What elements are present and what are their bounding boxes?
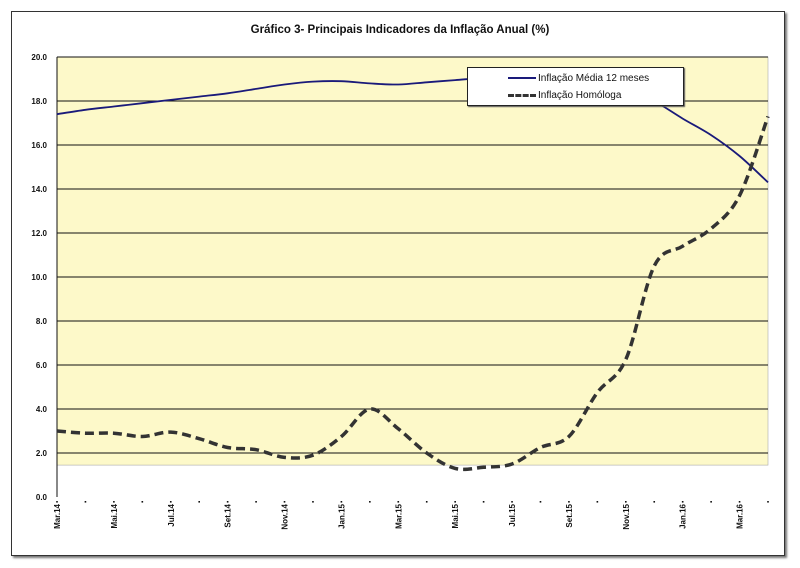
x-tick-label: Nov.14 <box>281 503 290 529</box>
series-line-1 <box>56 115 770 472</box>
x-tick-mark <box>198 501 200 503</box>
y-tick-label: 4.0 <box>36 405 48 414</box>
x-tick-mark <box>425 501 428 503</box>
x-tick-mark <box>653 501 656 503</box>
x-tick-mark <box>283 501 286 503</box>
plot-area <box>56 56 769 466</box>
y-tick-label: 0.0 <box>36 493 48 502</box>
x-tick-label: Jan.15 <box>337 503 346 528</box>
legend-item-media: Inflação Média 12 meses <box>508 71 649 85</box>
y-tick-label: 6.0 <box>36 361 48 370</box>
legend: Inflação Média 12 meses Inflação Homólog… <box>467 67 684 106</box>
y-tick-label: 14.0 <box>31 185 47 194</box>
x-tick-label: Jul.15 <box>508 503 517 526</box>
x-tick-mark <box>312 501 314 503</box>
x-tick-mark <box>255 501 257 503</box>
y-tick-label: 12.0 <box>31 229 47 238</box>
x-tick-mark <box>539 501 542 503</box>
x-tick-label: Set.14 <box>224 503 233 527</box>
x-tick-mark <box>511 501 513 503</box>
y-tick-label: 2.0 <box>36 449 48 458</box>
x-tick-mark <box>482 501 485 503</box>
legend-item-homologa: Inflação Homóloga <box>508 88 621 102</box>
x-tick-mark <box>369 501 371 503</box>
y-tick-label: 8.0 <box>36 317 48 326</box>
x-tick-label: Mar.14 <box>53 503 62 528</box>
x-tick-mark <box>738 501 741 503</box>
x-tick-label: Set.15 <box>565 503 574 527</box>
x-tick-label: Mai.15 <box>451 503 460 528</box>
x-tick-label: Mar.15 <box>394 503 403 528</box>
x-tick-label: Mai.14 <box>110 503 119 528</box>
legend-swatch-dashed <box>508 93 536 97</box>
x-tick-mark <box>397 501 400 503</box>
x-tick-mark <box>56 501 58 503</box>
x-tick-mark <box>340 501 343 503</box>
chart-title: Gráfico 3- Principais Indicadores da Inf… <box>250 24 550 36</box>
x-tick-mark <box>596 501 599 503</box>
y-tick-label: 18.0 <box>31 97 47 106</box>
x-tick-mark <box>710 501 712 503</box>
x-tick-label: Nov.15 <box>622 503 631 529</box>
x-tick-mark <box>169 501 172 503</box>
x-tick-mark <box>625 501 627 503</box>
legend-label: Inflação Homóloga <box>538 89 622 101</box>
x-tick-label: Jul.14 <box>167 503 176 526</box>
x-tick-mark <box>141 501 144 503</box>
x-tick-mark <box>454 501 456 503</box>
legend-label: Inflação Média 12 meses <box>538 72 650 84</box>
y-tick-label: 16.0 <box>31 141 47 150</box>
x-tick-mark <box>568 501 570 503</box>
x-tick-mark <box>226 501 229 503</box>
x-tick-mark <box>113 501 115 503</box>
x-tick-mark <box>681 501 684 503</box>
x-tick-mark <box>767 501 769 503</box>
y-tick-label: 10.0 <box>31 273 47 282</box>
x-tick-mark <box>84 501 87 503</box>
x-tick-label: Jan.16 <box>679 503 688 528</box>
legend-swatch-solid <box>508 77 536 79</box>
y-tick-label: 20.0 <box>31 53 47 62</box>
x-tick-label: Mar.16 <box>736 503 745 528</box>
